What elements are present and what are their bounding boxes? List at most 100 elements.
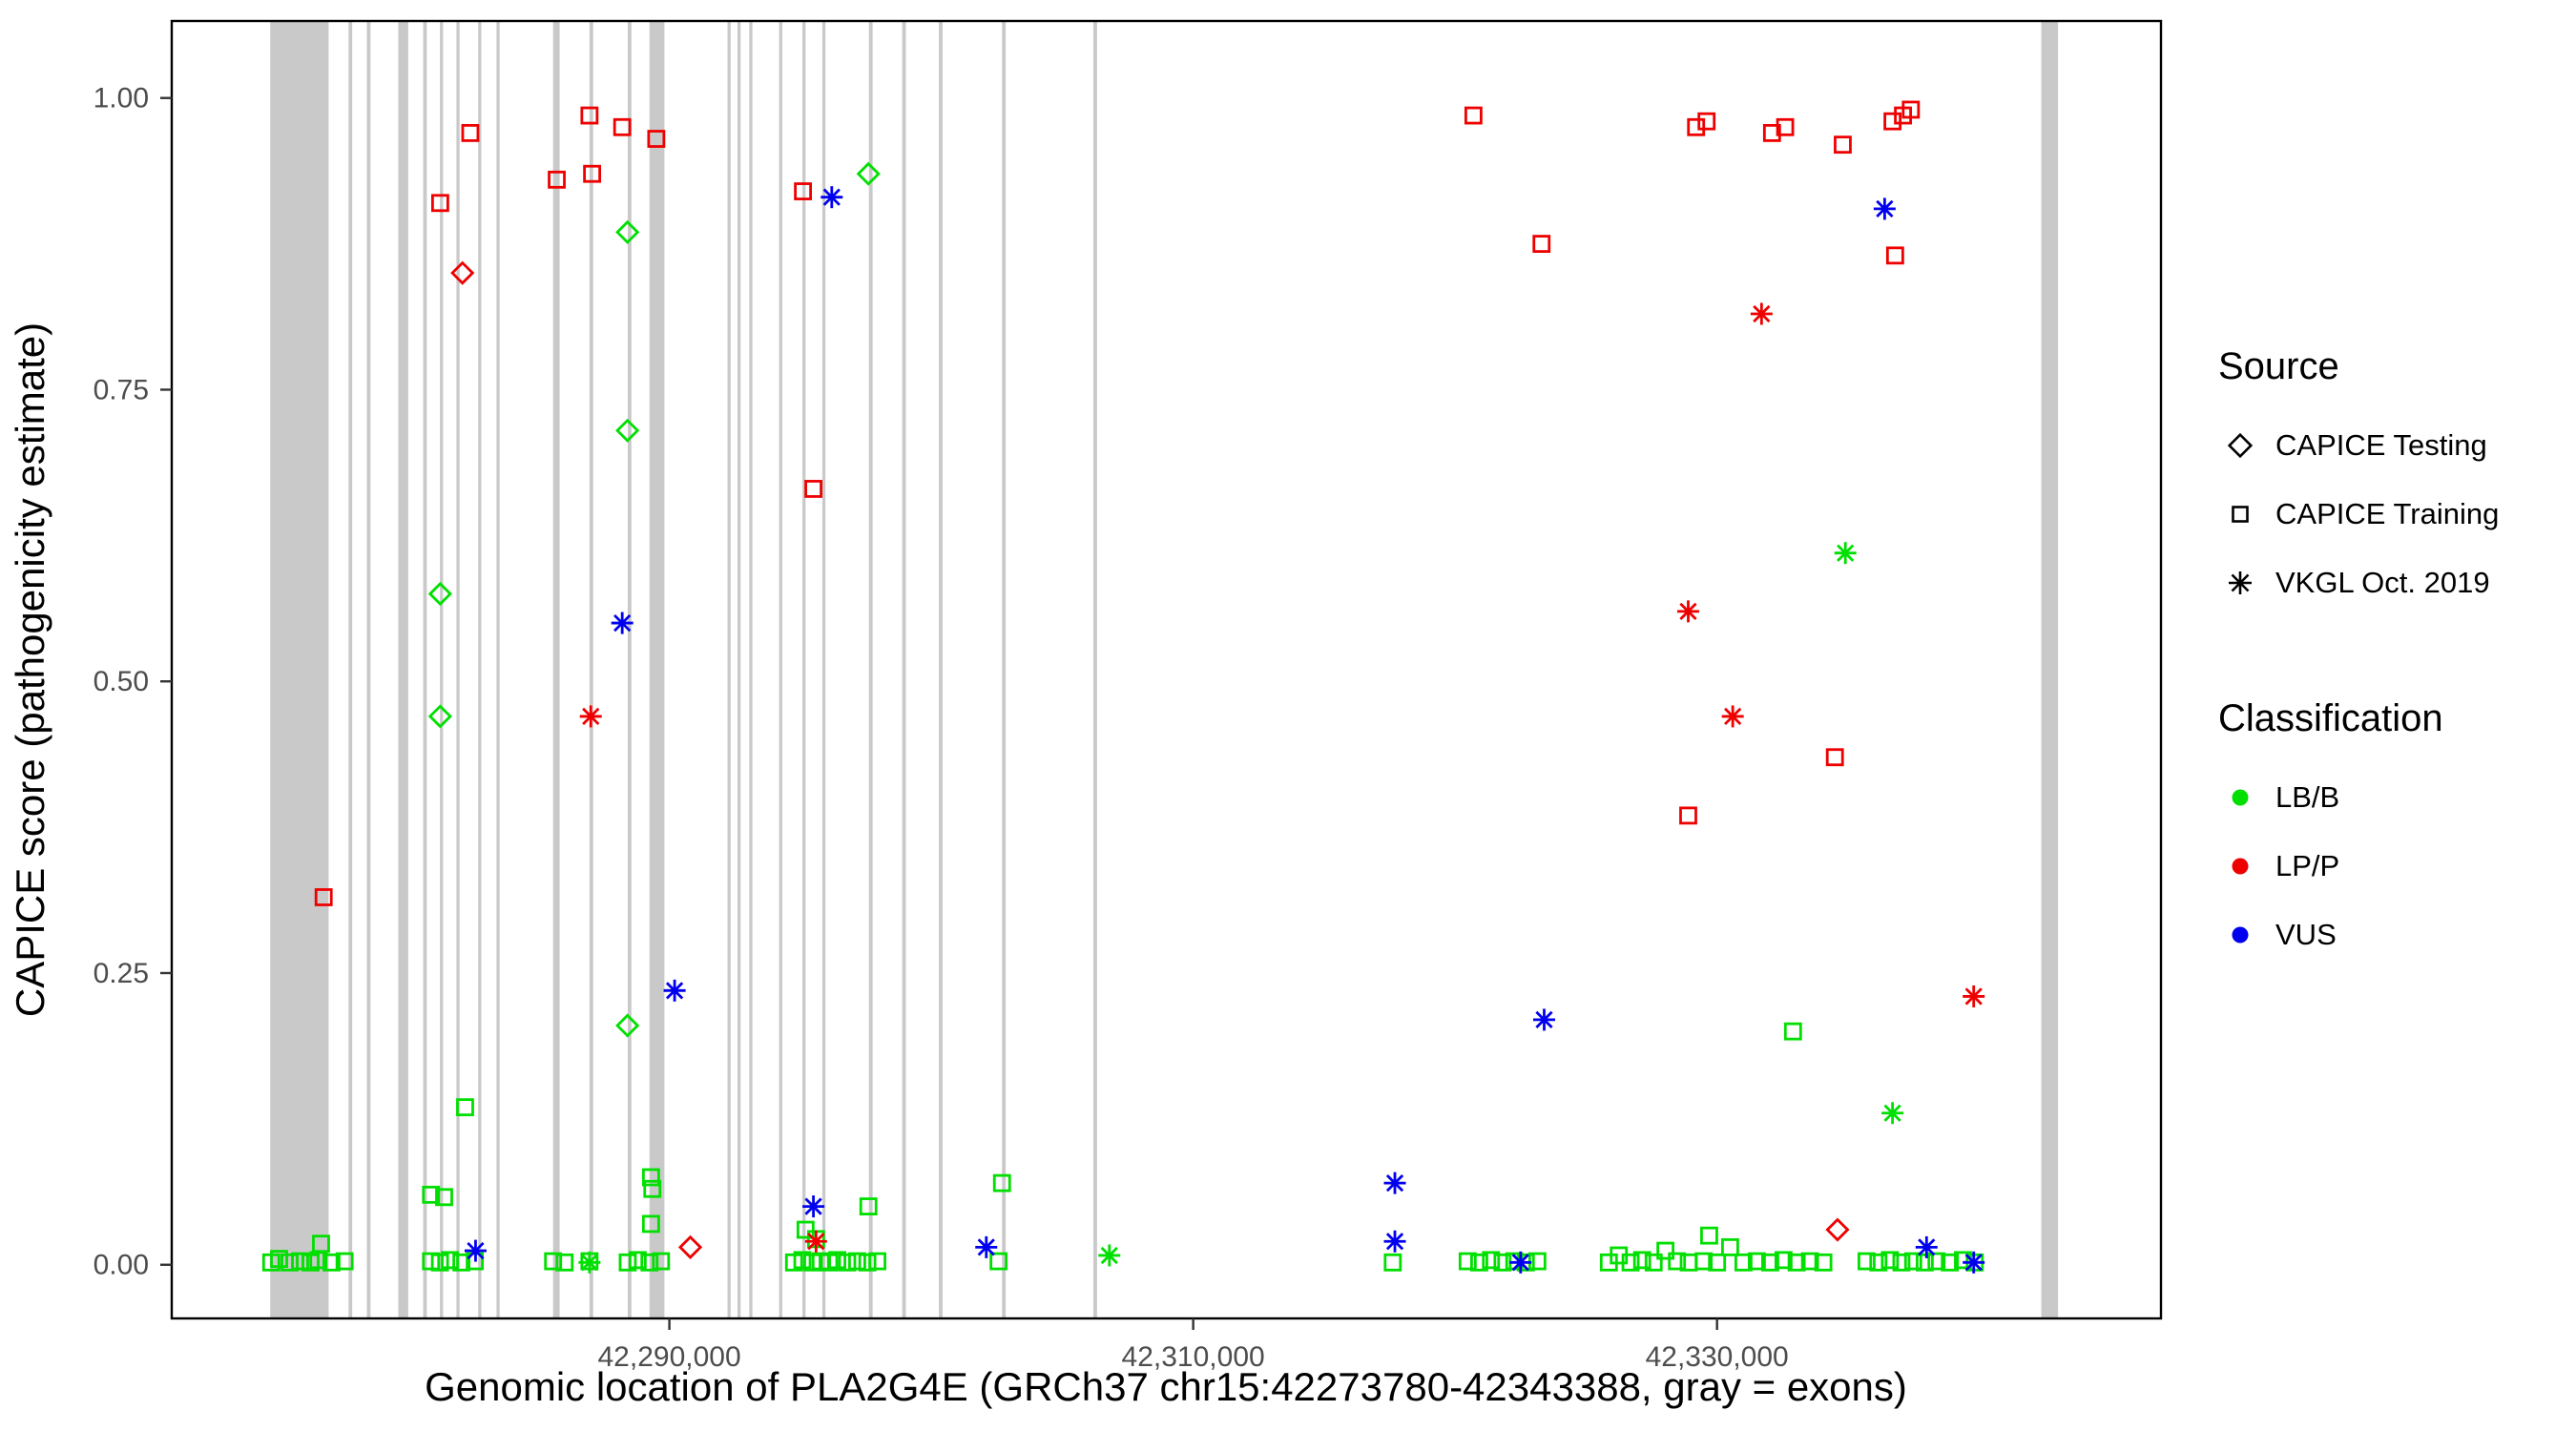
exon-bar [2041, 21, 2059, 1318]
data-point-asterisk [1721, 705, 1744, 728]
data-point-square [640, 1253, 659, 1272]
legend-item-vkgl: VKGL Oct. 2019 [2218, 549, 2571, 617]
data-point-square [314, 888, 333, 906]
data-point-asterisk [1532, 1008, 1555, 1031]
exon-bar [423, 21, 427, 1318]
exon-bar [496, 21, 500, 1318]
data-point-square [1708, 1253, 1727, 1272]
data-point-diamond [427, 704, 452, 729]
data-point-square [1814, 1253, 1833, 1272]
exon-bar [627, 21, 632, 1318]
data-point-square [1892, 1253, 1911, 1272]
x-tick-label: 42,310,000 [1122, 1341, 1265, 1373]
data-point-square [1776, 117, 1795, 136]
legend-item-capice-training: CAPICE Training [2218, 480, 2571, 549]
data-point-square [456, 1098, 474, 1117]
data-point-square [322, 1253, 341, 1272]
data-point-asterisk [821, 186, 843, 209]
data-point-square [1621, 1253, 1640, 1272]
exon-bar [1002, 21, 1007, 1318]
data-point-square [1694, 1252, 1714, 1271]
data-point-square [1885, 246, 1904, 265]
data-point-asterisk [1509, 1251, 1532, 1274]
data-point-square [1464, 106, 1483, 125]
data-point-diamond [615, 1013, 640, 1038]
exon-bar [749, 21, 753, 1318]
data-point-square [641, 1214, 660, 1234]
data-point-square [1762, 124, 1781, 142]
data-point-square [1668, 1252, 1687, 1271]
exon-bar [779, 21, 782, 1318]
data-point-square [804, 480, 822, 498]
data-point-square [1880, 1251, 1900, 1270]
data-point-square [1834, 135, 1852, 155]
x-axis-title: Genomic location of PLA2G4E (GRCh37 chr1… [425, 1364, 1907, 1409]
data-point-square [1941, 1253, 1960, 1272]
data-point-diamond [615, 219, 640, 244]
data-point-asterisk [1963, 1251, 1985, 1274]
data-point-asterisk [1750, 302, 1773, 325]
data-point-square [441, 1251, 459, 1270]
exon-bar [939, 21, 943, 1318]
y-tick-label: 0.25 [93, 958, 149, 989]
data-point-square [280, 1253, 299, 1272]
data-point-diamond [615, 418, 640, 443]
y-tick-label: 1.00 [93, 83, 149, 114]
exon-bar [589, 21, 593, 1318]
data-point-square [452, 1253, 471, 1272]
exon-bar [366, 21, 371, 1318]
data-point-asterisk [1834, 542, 1857, 565]
data-point-square [1761, 1253, 1779, 1272]
legend-source-title: Source [2218, 345, 2339, 387]
data-point-asterisk [578, 1251, 601, 1274]
exon-bar [821, 21, 826, 1318]
data-point-square [583, 164, 602, 183]
data-point-square [1783, 1022, 1802, 1041]
data-point-square [1383, 1253, 1402, 1272]
data-point-square [430, 194, 449, 213]
data-point-square [335, 1252, 354, 1271]
data-point-square [1700, 1226, 1718, 1245]
data-point-asterisk [1383, 1230, 1406, 1253]
data-point-square [643, 1179, 662, 1198]
data-point-square [838, 1253, 857, 1272]
data-point-diamond [427, 581, 452, 607]
legend-label-vus: VUS [2275, 918, 2337, 951]
exon-bar [398, 21, 408, 1318]
legend-item-vus: VUS [2218, 901, 2571, 969]
data-point-square [580, 106, 599, 125]
data-point-square [1679, 806, 1697, 825]
panel-border [170, 19, 2163, 1320]
exon-bar [478, 21, 482, 1318]
exon-bar [456, 21, 460, 1318]
data-point-square [270, 1250, 288, 1269]
legend-group-classification: Classification LB/B LP/P VUS [2218, 697, 2571, 969]
data-point-square [422, 1185, 441, 1204]
data-point-asterisk [975, 1235, 998, 1258]
data-point-square [641, 1168, 660, 1187]
data-point-square [628, 1251, 647, 1270]
square-icon [2232, 506, 2249, 523]
exon-bar [348, 21, 353, 1318]
legend-classification-title: Classification [2218, 697, 2443, 739]
exon-bar [902, 21, 906, 1318]
data-point-square [1883, 112, 1902, 131]
legend-label-capice-training: CAPICE Training [2275, 497, 2500, 530]
data-point-square [1869, 1253, 1888, 1272]
data-point-asterisk [1676, 600, 1699, 623]
data-point-square [992, 1173, 1011, 1192]
data-point-diamond [677, 1234, 703, 1259]
data-point-square [1721, 1237, 1739, 1256]
data-point-square [1858, 1252, 1876, 1271]
data-point-square [1787, 1253, 1806, 1272]
data-point-diamond [1825, 1217, 1850, 1242]
exon-bar [649, 21, 665, 1318]
diamond-icon [2227, 432, 2254, 459]
data-point-square [868, 1252, 886, 1271]
legend-item-capice-testing: CAPICE Testing [2218, 411, 2571, 480]
data-point-asterisk [1963, 985, 1985, 1007]
legend-label-capice-testing: CAPICE Testing [2275, 428, 2487, 462]
data-point-asterisk [611, 612, 634, 634]
data-point-square [1735, 1253, 1753, 1272]
